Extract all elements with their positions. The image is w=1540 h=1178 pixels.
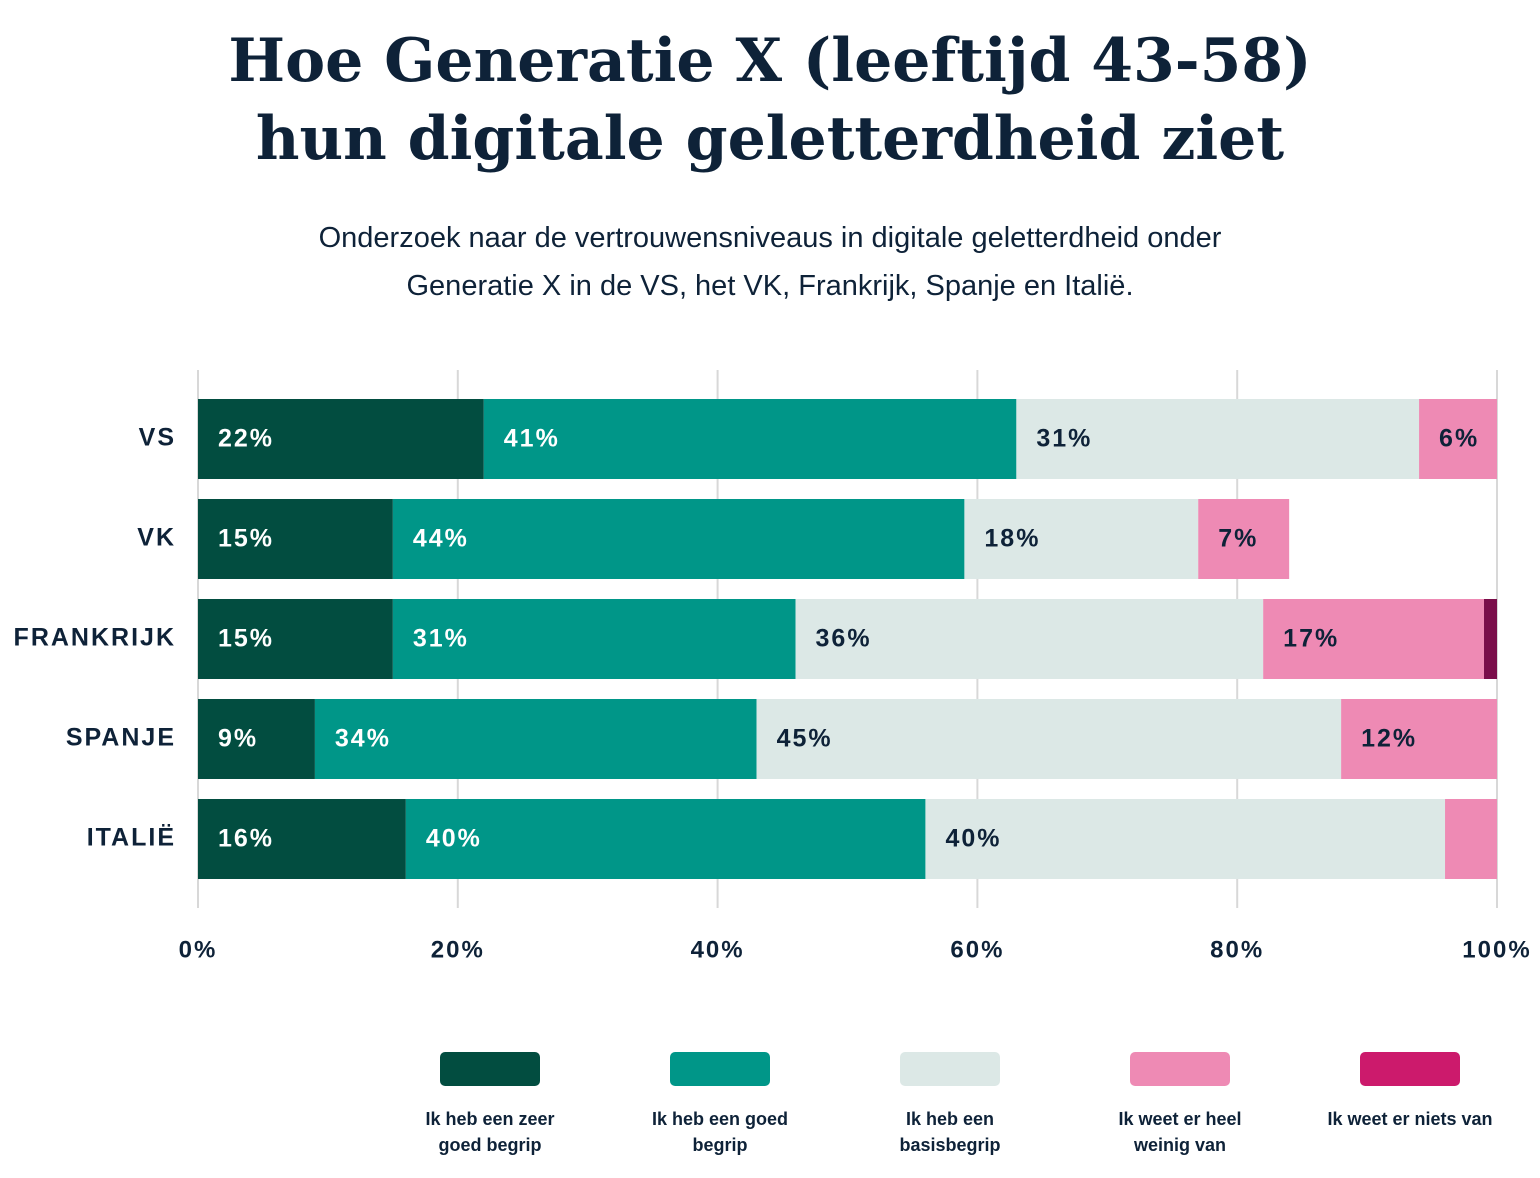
bar-segment (925, 799, 1446, 879)
data-label: 44% (413, 525, 469, 553)
legend-swatch (900, 1052, 1000, 1086)
bar-segment (198, 799, 406, 879)
data-label: 31% (413, 625, 469, 653)
legend-swatch (1360, 1052, 1460, 1086)
bar-segment (1445, 799, 1497, 879)
bar-segment (198, 699, 315, 779)
y-tick-label: VS (139, 424, 176, 452)
bar-segment (198, 399, 484, 479)
chart-subtitle: Onderzoek naar de vertrouwensniveaus in … (0, 214, 1540, 310)
legend-swatch (440, 1052, 540, 1086)
x-tick-label: 0% (179, 936, 218, 963)
data-label: 40% (426, 825, 482, 853)
x-tick-label: 40% (691, 936, 745, 963)
legend-swatch (1130, 1052, 1230, 1086)
bar-segment (483, 399, 1017, 479)
data-label: 41% (504, 425, 560, 453)
legend-swatch (670, 1052, 770, 1086)
bar-segment (392, 499, 965, 579)
data-label: 36% (816, 625, 872, 653)
bar-segment (392, 599, 796, 679)
data-label: 15% (218, 525, 274, 553)
data-label: 40% (945, 825, 1001, 853)
legend-label: Ik heb een basisbegrip (899, 1109, 1001, 1155)
data-label: 31% (1036, 425, 1092, 453)
data-label: 45% (777, 725, 833, 753)
data-label: 7% (1218, 525, 1258, 553)
bar-segment (1263, 599, 1485, 679)
bar-segment (1198, 499, 1290, 579)
bar-segment (795, 599, 1264, 679)
bar-segment (1341, 699, 1497, 779)
data-label: 12% (1361, 725, 1417, 753)
data-label: 18% (984, 525, 1040, 553)
legend-label: Ik heb een zeer goed begrip (425, 1109, 555, 1155)
bar-segment (198, 499, 393, 579)
bar-segment (964, 499, 1199, 579)
data-label: 15% (218, 625, 274, 653)
y-tick-label: FRANKRIJK (14, 624, 176, 652)
data-label: 6% (1439, 425, 1479, 453)
legend-label: Ik weet er heel weinig van (1118, 1109, 1242, 1155)
bar-segment (1419, 399, 1497, 479)
bar-segment (314, 699, 757, 779)
bar-segment (405, 799, 926, 879)
y-tick-label: VK (137, 524, 176, 552)
legend-label: Ik heb een goed begrip (651, 1109, 789, 1155)
chart-subtitle-text: Onderzoek naar de vertrouwensniveaus in … (318, 222, 1222, 302)
x-tick-label: 100% (1462, 936, 1531, 963)
y-tick-label: SPANJE (66, 724, 176, 752)
y-tick-label: ITALIË (87, 824, 176, 852)
x-tick-label: 80% (1210, 936, 1264, 963)
bar-segment (1016, 399, 1420, 479)
data-label: 16% (218, 825, 274, 853)
bar-segment (1484, 599, 1497, 679)
x-tick-label: 60% (950, 936, 1004, 963)
x-tick-label: 20% (431, 936, 485, 963)
legend-label: Ik weet er niets van (1327, 1109, 1493, 1129)
chart-title: Hoe Generatie X (leeftijd 43-58) hun dig… (0, 22, 1540, 178)
data-label: 17% (1283, 625, 1339, 653)
data-label: 22% (218, 425, 274, 453)
bar-segment (756, 699, 1342, 779)
data-label: 9% (218, 725, 258, 753)
chart-title-text: Hoe Generatie X (leeftijd 43-58) hun dig… (228, 26, 1312, 174)
bar-segment (198, 599, 393, 679)
data-label: 34% (335, 725, 391, 753)
